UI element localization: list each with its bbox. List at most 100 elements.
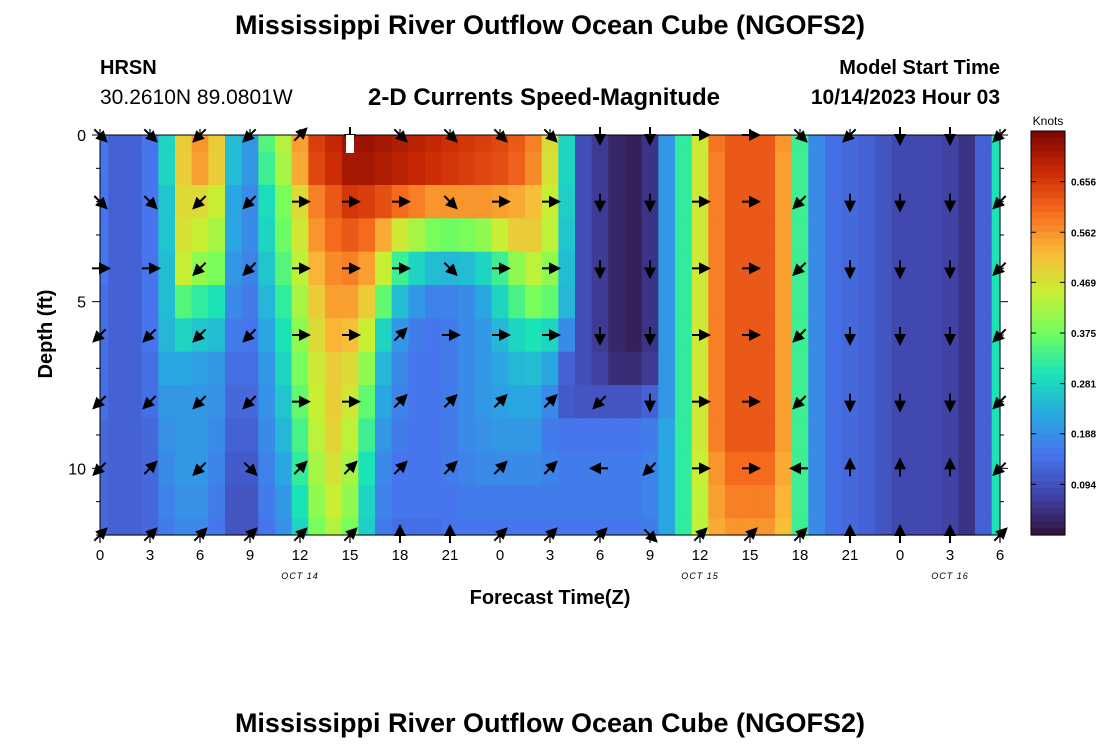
heatmap-cell xyxy=(925,385,943,419)
heatmap-cell xyxy=(675,285,693,319)
heatmap-cell xyxy=(708,218,726,253)
heatmap-cell xyxy=(841,285,859,319)
heatmap-cell xyxy=(691,285,709,319)
heatmap-cell xyxy=(591,351,609,386)
heatmap-cell xyxy=(491,135,509,153)
colorbar-segment xyxy=(1031,508,1065,516)
heatmap-cell xyxy=(458,385,476,419)
heatmap-cell xyxy=(175,485,193,519)
heatmap-cell xyxy=(825,385,843,419)
heatmap-cell xyxy=(958,251,976,286)
current-vector-arrow xyxy=(543,393,558,409)
colorbar-segment xyxy=(1031,171,1065,179)
heatmap-cell xyxy=(908,351,926,386)
heatmap-cell xyxy=(808,485,826,519)
heatmap-cell xyxy=(141,351,159,386)
heatmap-cell xyxy=(308,185,326,219)
heatmap-cell xyxy=(241,218,259,253)
heatmap-cell xyxy=(325,518,343,536)
heatmap-cell xyxy=(958,151,976,186)
heatmap-cell xyxy=(591,418,609,453)
heatmap-cell xyxy=(791,418,809,453)
heatmap-cell xyxy=(958,218,976,253)
heatmap-cell xyxy=(475,318,493,353)
heatmap-cell xyxy=(375,351,393,386)
heatmap-cell xyxy=(275,135,293,153)
heatmap-cell xyxy=(791,351,809,386)
heatmap-cell xyxy=(808,418,826,453)
colorbar-segment xyxy=(1031,339,1065,348)
heatmap-cell xyxy=(275,385,293,419)
heatmap-cell xyxy=(158,518,176,536)
heatmap-cell xyxy=(558,351,576,386)
heatmap-cell xyxy=(100,135,109,153)
heatmap-cell xyxy=(658,251,676,286)
heatmap-cell xyxy=(575,451,593,486)
y-tick-label: 5 xyxy=(77,295,86,312)
heatmap-cell xyxy=(608,318,626,353)
heatmap-cell xyxy=(775,218,793,253)
heatmap-cell xyxy=(308,518,326,536)
current-vector-arrow xyxy=(242,395,257,410)
heatmap-cell xyxy=(541,518,559,536)
heatmap-cell xyxy=(408,151,426,186)
colorbar-segment xyxy=(1031,252,1065,260)
heatmap-cell xyxy=(575,351,593,386)
heatmap-cell xyxy=(558,385,576,419)
heatmap-cell xyxy=(175,151,193,186)
heatmap-cell xyxy=(708,185,726,219)
heatmap-cell xyxy=(408,285,426,319)
heatmap-cell xyxy=(108,218,126,253)
heatmap-cell xyxy=(325,218,343,253)
heatmap-cell xyxy=(758,185,776,219)
heatmap-cell xyxy=(275,318,293,353)
heatmap-cell xyxy=(458,351,476,386)
heatmap-cell xyxy=(275,418,293,453)
current-vector-arrow xyxy=(243,461,258,477)
heatmap-cell xyxy=(625,518,643,536)
heatmap-cell xyxy=(725,318,743,353)
heatmap-cell xyxy=(908,135,926,153)
heatmap-cell xyxy=(775,285,793,319)
heatmap-cell xyxy=(791,151,809,186)
heatmap-cell xyxy=(975,351,993,386)
heatmap-cell xyxy=(408,351,426,386)
heatmap-cell xyxy=(825,351,843,386)
heatmap-cell xyxy=(591,151,609,186)
x-tick-label: 21 xyxy=(842,547,859,564)
heatmap-cell xyxy=(775,451,793,486)
current-vector-arrow xyxy=(143,460,158,475)
heatmap-cell xyxy=(825,485,843,519)
heatmap-cell xyxy=(608,251,626,286)
heatmap-cell xyxy=(875,251,893,286)
heatmap-cell xyxy=(275,518,293,536)
heatmap-cell xyxy=(358,418,376,453)
colorbar-segment xyxy=(1031,393,1065,401)
colorbar-segment xyxy=(1031,474,1065,482)
x-tick-label: 21 xyxy=(442,547,459,564)
heatmap-cell xyxy=(425,351,443,386)
colorbar-segment xyxy=(1031,151,1065,159)
heatmap-cell xyxy=(691,518,709,536)
heatmap-cell xyxy=(741,285,759,319)
heatmap-cell xyxy=(908,518,926,536)
heatmap-cell xyxy=(741,135,759,153)
heatmap-cell xyxy=(175,285,193,319)
x-tick-label: 3 xyxy=(546,547,554,564)
heatmap-cell xyxy=(708,385,726,419)
heatmap-cell xyxy=(541,418,559,453)
heatmap-cell xyxy=(458,485,476,519)
heatmap-cell xyxy=(908,151,926,186)
heatmap-cell xyxy=(808,285,826,319)
heatmap-cell xyxy=(208,151,226,186)
heatmap-cell xyxy=(341,485,359,519)
heatmap-cell xyxy=(108,485,126,519)
colorbar-segment xyxy=(1031,285,1065,294)
colorbar: 0.094 0.188 0.281 0.375 0.469 0.562 0.656 xyxy=(1030,130,1096,536)
heatmap-cell xyxy=(775,518,793,536)
current-vector-arrow xyxy=(192,395,207,410)
heatmap-cell xyxy=(891,485,909,519)
heatmap-cell xyxy=(175,135,193,153)
x-tick-label: 12 xyxy=(292,547,309,564)
heatmap-cell xyxy=(425,285,443,319)
